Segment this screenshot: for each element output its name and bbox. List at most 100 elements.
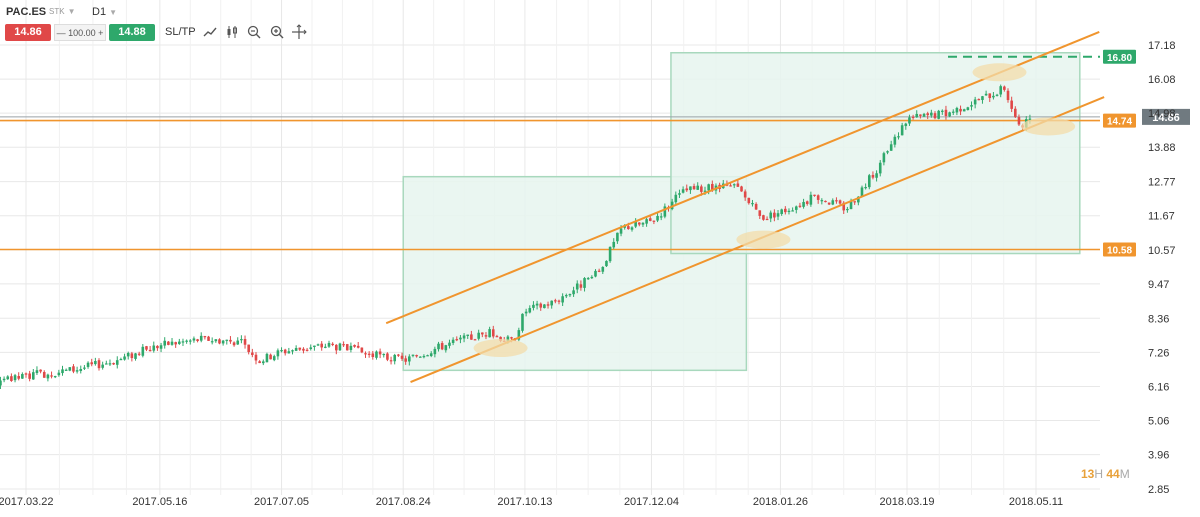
- candle-body: [283, 349, 287, 354]
- candle-body: [864, 187, 867, 189]
- highlights: [473, 63, 1076, 358]
- candle-body: [616, 232, 619, 242]
- candles-icon[interactable]: [224, 24, 242, 42]
- candle-body: [966, 107, 970, 110]
- candle-body: [389, 360, 393, 362]
- candle-body: [415, 355, 418, 357]
- candle-body: [367, 353, 371, 355]
- chevron-down-icon: ▼: [67, 7, 76, 16]
- candle-body: [984, 93, 988, 96]
- candle-body: [605, 260, 608, 267]
- candle-body: [188, 340, 192, 342]
- candle-body: [922, 113, 926, 117]
- candle-body: [641, 222, 645, 225]
- candle-body: [780, 209, 783, 214]
- candle-body: [444, 345, 448, 351]
- zoom-out-icon[interactable]: [245, 24, 263, 42]
- zoom-in-icon[interactable]: [268, 24, 286, 42]
- sl-tp-button[interactable]: SL/TP: [165, 26, 196, 38]
- y-tick-label: 13.88: [1148, 142, 1176, 154]
- candle-body: [214, 339, 218, 342]
- candle-body: [433, 348, 437, 355]
- candle-body: [627, 226, 630, 230]
- candle-body: [805, 201, 809, 204]
- candle-body: [510, 337, 513, 339]
- candle-body: [342, 344, 345, 346]
- candle-body: [459, 337, 462, 340]
- candle-body: [371, 353, 375, 358]
- candle-body: [61, 369, 64, 374]
- candle-body: [973, 99, 977, 105]
- candle-body: [601, 267, 605, 272]
- candle-body: [787, 210, 791, 212]
- candle-body: [619, 228, 623, 234]
- x-tick-label: 2017.05.16: [132, 496, 187, 508]
- symbol-label[interactable]: PAC.ES: [6, 6, 47, 18]
- candle-body: [656, 215, 659, 221]
- candle-body: [900, 125, 904, 136]
- candle-body: [867, 175, 871, 188]
- candle-body: [930, 112, 933, 116]
- asset-type-label[interactable]: STK ▼: [49, 7, 76, 16]
- candle-body: [959, 108, 962, 112]
- candle-body: [988, 93, 992, 99]
- candle-body: [90, 362, 94, 365]
- candle-body: [335, 344, 338, 351]
- candle-timer: 13H 44M: [1081, 467, 1130, 481]
- trend-line-icon[interactable]: [201, 24, 219, 42]
- grid: [0, 0, 1100, 495]
- candle-body: [911, 116, 915, 118]
- candle-body: [448, 342, 451, 346]
- candle-body: [955, 107, 959, 113]
- candle-body: [440, 343, 444, 350]
- channel-line-upper: [385, 31, 1100, 325]
- candle-body: [141, 346, 145, 356]
- candle-body: [700, 186, 703, 192]
- candle-body: [583, 278, 586, 288]
- highlight-ellipse: [972, 63, 1027, 82]
- candle-body: [291, 350, 294, 352]
- candle-body: [944, 109, 948, 116]
- candle-body: [258, 361, 261, 364]
- candle-body: [568, 294, 572, 296]
- y-tick-label: 17.18: [1148, 40, 1176, 52]
- candle-body: [685, 188, 689, 191]
- buy-button[interactable]: 14.88: [109, 24, 155, 41]
- candle-body: [970, 105, 973, 107]
- candle-body: [105, 363, 108, 365]
- candle-body: [652, 220, 656, 222]
- candle-body: [156, 345, 159, 349]
- x-tick-label: 2017.07.05: [254, 496, 309, 508]
- candle-body: [345, 344, 349, 351]
- timeframe-select[interactable]: D1 ▼: [92, 6, 117, 18]
- candle-body: [981, 96, 984, 101]
- candle-body: [532, 304, 535, 308]
- candle-body: [535, 303, 539, 306]
- candle-body: [338, 343, 342, 351]
- candle-body: [6, 376, 10, 380]
- candle-body: [703, 190, 707, 192]
- candle-body: [747, 197, 751, 204]
- candle-body: [692, 186, 696, 190]
- y-tick-label: 16.08: [1148, 74, 1176, 86]
- candle-body: [243, 339, 247, 345]
- quantity-stepper[interactable]: — 100.00 +: [54, 24, 106, 41]
- candle-body: [152, 345, 156, 351]
- candle-body: [765, 218, 769, 221]
- x-tick-label: 2018.03.19: [879, 496, 934, 508]
- candle-body: [349, 345, 353, 350]
- candle-body: [937, 110, 940, 119]
- sell-button[interactable]: 14.86: [5, 24, 51, 41]
- candle-body: [886, 151, 889, 153]
- level-tag: [1103, 242, 1136, 257]
- candle-body: [951, 111, 955, 113]
- candle-body: [13, 375, 17, 381]
- candle-body: [1003, 86, 1006, 90]
- candle-body: [491, 329, 495, 337]
- candle-body: [481, 332, 484, 335]
- crosshair-icon[interactable]: [290, 24, 308, 42]
- candle-body: [743, 191, 747, 198]
- candle-body: [159, 345, 163, 349]
- candle-body: [838, 200, 842, 204]
